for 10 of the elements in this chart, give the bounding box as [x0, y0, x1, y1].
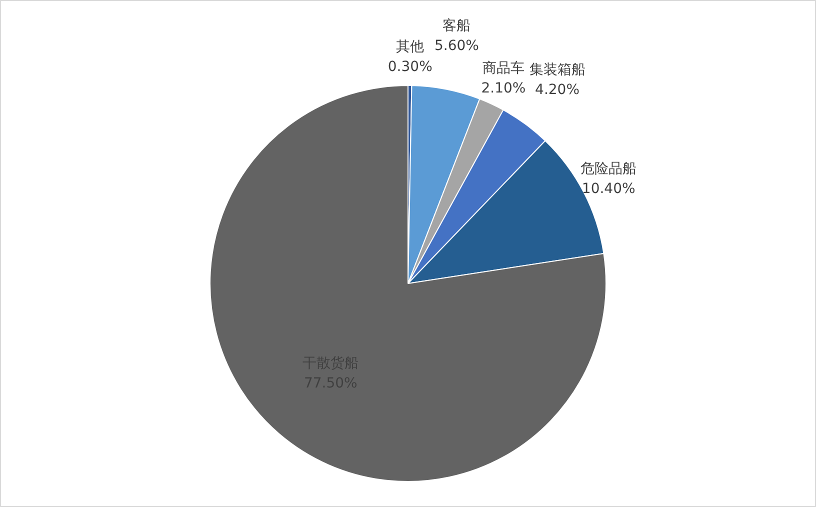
data-label: 2.10% [481, 80, 526, 96]
data-label: 5.60% [434, 38, 479, 54]
slice-label: 危险品船 [580, 161, 637, 178]
slice-label: 商品车 [482, 60, 524, 76]
data-label: 4.20% [535, 82, 580, 98]
data-label: 10.40% [582, 181, 636, 198]
slice-label: 客船 [442, 18, 471, 34]
data-label: 0.30% [388, 59, 432, 76]
slice-label: 其他 [396, 39, 424, 56]
slice-label: 集装箱船 [529, 62, 586, 78]
